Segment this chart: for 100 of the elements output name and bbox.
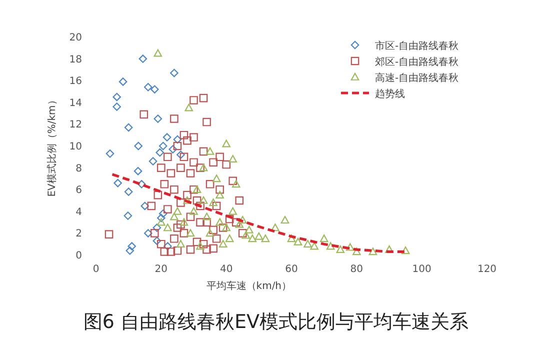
point (222, 160, 230, 169)
point (164, 224, 172, 232)
point (209, 198, 218, 206)
point (112, 92, 122, 102)
point (202, 218, 211, 226)
point (196, 202, 204, 210)
point (168, 145, 178, 154)
point (183, 136, 192, 145)
x-tick-label: 80 (350, 264, 364, 275)
point (124, 123, 133, 132)
point (192, 196, 202, 205)
point (222, 224, 230, 232)
point (190, 158, 198, 166)
point (157, 164, 166, 172)
point (190, 185, 198, 194)
point (326, 242, 335, 250)
point (157, 214, 166, 222)
point (170, 185, 178, 194)
point (206, 180, 214, 188)
point (173, 142, 182, 150)
point (206, 229, 214, 237)
point (144, 229, 152, 238)
point (170, 212, 178, 220)
point (228, 154, 237, 163)
point (202, 245, 211, 254)
point (271, 224, 280, 232)
point (238, 229, 247, 238)
point (180, 152, 188, 162)
y-tick-label: 16 (69, 76, 82, 88)
point (173, 246, 182, 255)
legend-label: 市区-自由路线春秋 (375, 40, 459, 52)
point (183, 196, 192, 204)
point (124, 212, 132, 220)
point (152, 224, 162, 232)
point (232, 218, 240, 226)
point (346, 243, 354, 251)
point (134, 142, 143, 150)
point (134, 166, 142, 176)
point (157, 218, 166, 226)
x-tick-label: 100 (412, 264, 432, 275)
point (126, 246, 134, 255)
point (157, 240, 166, 248)
point (140, 202, 150, 210)
legend-label: 趋势线 (375, 88, 405, 100)
point (261, 234, 270, 242)
point (225, 234, 234, 242)
point (320, 234, 328, 242)
point (196, 164, 204, 172)
point (209, 244, 218, 253)
point (154, 190, 162, 200)
point (222, 140, 230, 148)
point (104, 230, 114, 238)
point (186, 245, 195, 254)
point (166, 169, 176, 178)
point (199, 196, 208, 204)
point (228, 176, 237, 186)
y-tick-label: 18 (69, 54, 82, 66)
text: 图6 自由路线春秋EV模式比例与平均车速关系 (83, 311, 469, 333)
point (164, 205, 172, 214)
point (158, 142, 168, 150)
point (216, 218, 224, 226)
point (173, 224, 182, 232)
legend-label: 高速-自由路线春秋 (375, 72, 459, 84)
point (209, 226, 218, 234)
point (192, 185, 202, 194)
point (128, 242, 136, 250)
point (166, 248, 176, 256)
point (184, 104, 194, 112)
point (199, 147, 208, 156)
point (137, 180, 146, 188)
x-tick-label: 0 (92, 264, 100, 275)
point (176, 220, 185, 229)
y-tick-label: 6 (76, 185, 82, 196)
point (287, 234, 296, 242)
point (216, 152, 224, 162)
point (176, 198, 185, 207)
point (206, 147, 214, 155)
point (199, 94, 208, 102)
point (148, 157, 158, 166)
point (176, 240, 185, 248)
y-tick-label: 2 (76, 228, 82, 240)
point (216, 185, 224, 194)
point (238, 216, 247, 224)
point (209, 158, 218, 166)
point (112, 102, 122, 111)
point (160, 248, 169, 256)
point (158, 209, 168, 218)
point (216, 190, 224, 198)
point (180, 229, 188, 238)
point (254, 232, 264, 240)
point (310, 242, 318, 250)
point (154, 49, 162, 57)
y-tick-label: 12 (69, 120, 82, 131)
point (352, 248, 361, 256)
point (199, 164, 208, 172)
point (368, 248, 378, 256)
point (202, 212, 211, 220)
point (164, 152, 172, 162)
point (196, 218, 204, 226)
point (294, 238, 302, 246)
